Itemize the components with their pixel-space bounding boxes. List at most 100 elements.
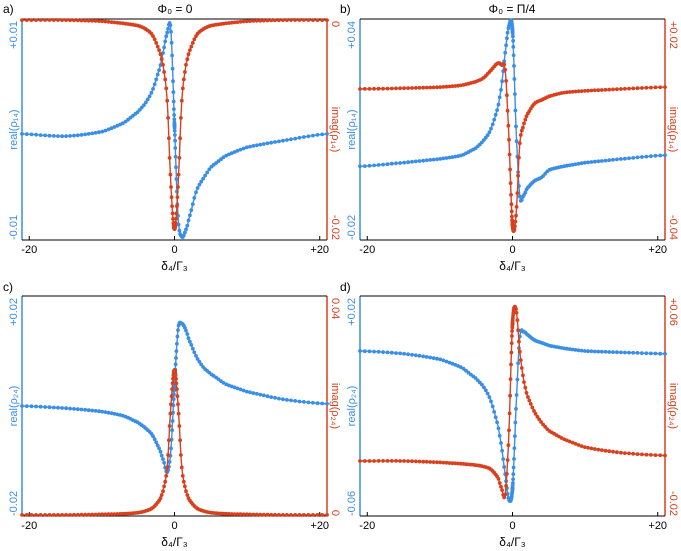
real-data-point <box>229 151 234 156</box>
right-axis-label: imag(ρ₁₄) <box>667 107 679 153</box>
imag-data-point <box>118 512 122 516</box>
real-data-point <box>169 40 174 45</box>
real-data-point <box>251 144 256 148</box>
real-data-point <box>265 141 270 146</box>
real-data-point <box>172 125 177 130</box>
imag-data-point <box>24 513 29 517</box>
real-data-point <box>579 348 584 353</box>
imag-data-point <box>79 18 84 23</box>
real-data-point <box>480 382 484 387</box>
real-data-point <box>428 355 433 360</box>
real-data-point <box>47 405 52 410</box>
real-data-point <box>603 158 608 163</box>
imag-data-point <box>533 412 538 416</box>
imag-data-point <box>532 409 536 413</box>
imag-data-point <box>518 358 523 362</box>
imag-data-point <box>450 461 455 466</box>
imag-data-point <box>265 18 270 23</box>
real-data-point <box>190 202 195 207</box>
imag-data-point <box>34 513 38 517</box>
real-series-line <box>21 321 328 474</box>
imag-data-point <box>174 211 179 216</box>
real-data-point <box>320 132 325 137</box>
imag-data-point <box>658 453 663 458</box>
real-data-point <box>64 134 68 139</box>
imag-data-point <box>362 87 367 91</box>
real-data-point <box>170 428 175 433</box>
imag-data-point <box>509 341 514 345</box>
imag-data-point <box>358 459 362 463</box>
imag-data-point <box>325 513 329 517</box>
left-axis-label: real(ρ₂₄) <box>8 386 20 427</box>
real-data-point <box>586 160 590 165</box>
real-data-point <box>56 134 60 139</box>
real-data-point <box>653 351 658 356</box>
imag-data-point <box>514 205 519 209</box>
imag-data-point <box>570 440 575 445</box>
real-data-point <box>582 349 587 353</box>
real-data-point <box>402 160 406 165</box>
real-data-point <box>176 328 180 332</box>
real-data-point <box>362 164 367 169</box>
real-data-point <box>658 351 663 356</box>
imag-data-point <box>83 512 88 517</box>
imag-data-point <box>607 87 612 92</box>
imag-data-point <box>615 87 619 92</box>
real-data-point <box>112 411 117 416</box>
imag-data-point <box>358 87 362 91</box>
imag-data-point <box>362 459 367 463</box>
x-tick-center: 0 <box>509 244 515 256</box>
imag-data-point <box>644 85 649 90</box>
real-data-point <box>175 334 180 339</box>
right-axis-label: imag(ρ₂₄) <box>667 383 679 429</box>
real-data-point <box>438 357 443 362</box>
real-data-point <box>106 127 111 132</box>
x-tick-left: -20 <box>359 244 375 256</box>
imag-data-point <box>38 18 43 22</box>
imag-data-point <box>167 438 171 443</box>
imag-data-point <box>47 18 52 22</box>
imag-data-point <box>615 450 619 455</box>
x-axis-label: δ₄/Γ₃ <box>499 535 526 549</box>
real-data-point <box>435 157 439 162</box>
imag-data-point <box>174 381 179 386</box>
real-data-point <box>514 124 518 129</box>
imag-data-point <box>183 484 187 489</box>
imag-data-point <box>235 512 240 516</box>
imag-data-point <box>251 512 256 517</box>
real-data-point <box>51 134 56 138</box>
real-data-point <box>492 117 497 122</box>
imag-data-point <box>72 18 76 23</box>
imag-data-point <box>398 459 402 463</box>
imag-data-point <box>635 452 640 456</box>
imag-data-point <box>165 465 170 470</box>
imag-data-point <box>185 57 190 62</box>
imag-data-point <box>537 417 542 422</box>
real-data-point <box>490 122 495 127</box>
real-data-point <box>293 136 298 141</box>
x-tick-right: +20 <box>310 244 329 256</box>
imag-data-point <box>176 185 180 189</box>
imag-data-point <box>181 479 186 484</box>
imag-data-point <box>183 70 187 74</box>
x-axis-label: δ₄/Γ₃ <box>161 535 188 549</box>
real-data-point <box>154 440 159 445</box>
imag-data-point <box>599 88 604 92</box>
real-data-point <box>20 132 24 136</box>
real-data-point <box>576 161 581 166</box>
imag-data-point <box>163 77 168 82</box>
imag-data-point <box>512 227 517 232</box>
real-data-point <box>29 132 34 137</box>
real-data-point <box>273 395 277 400</box>
real-data-point <box>189 343 194 347</box>
real-data-point <box>161 457 165 461</box>
imag-data-point <box>302 18 306 22</box>
real-data-point <box>513 108 518 113</box>
imag-data-point <box>241 19 246 24</box>
real-data-point <box>596 159 601 164</box>
imag-data-point <box>431 85 436 90</box>
imag-data-point <box>410 86 414 90</box>
panel-a: a) Φ₀ = 0 real(ρ₁₄) imag(ρ₁₄) +0.01 -0.0… <box>3 2 341 273</box>
imag-data-point <box>514 310 519 315</box>
x-tick-left: -20 <box>359 520 375 532</box>
